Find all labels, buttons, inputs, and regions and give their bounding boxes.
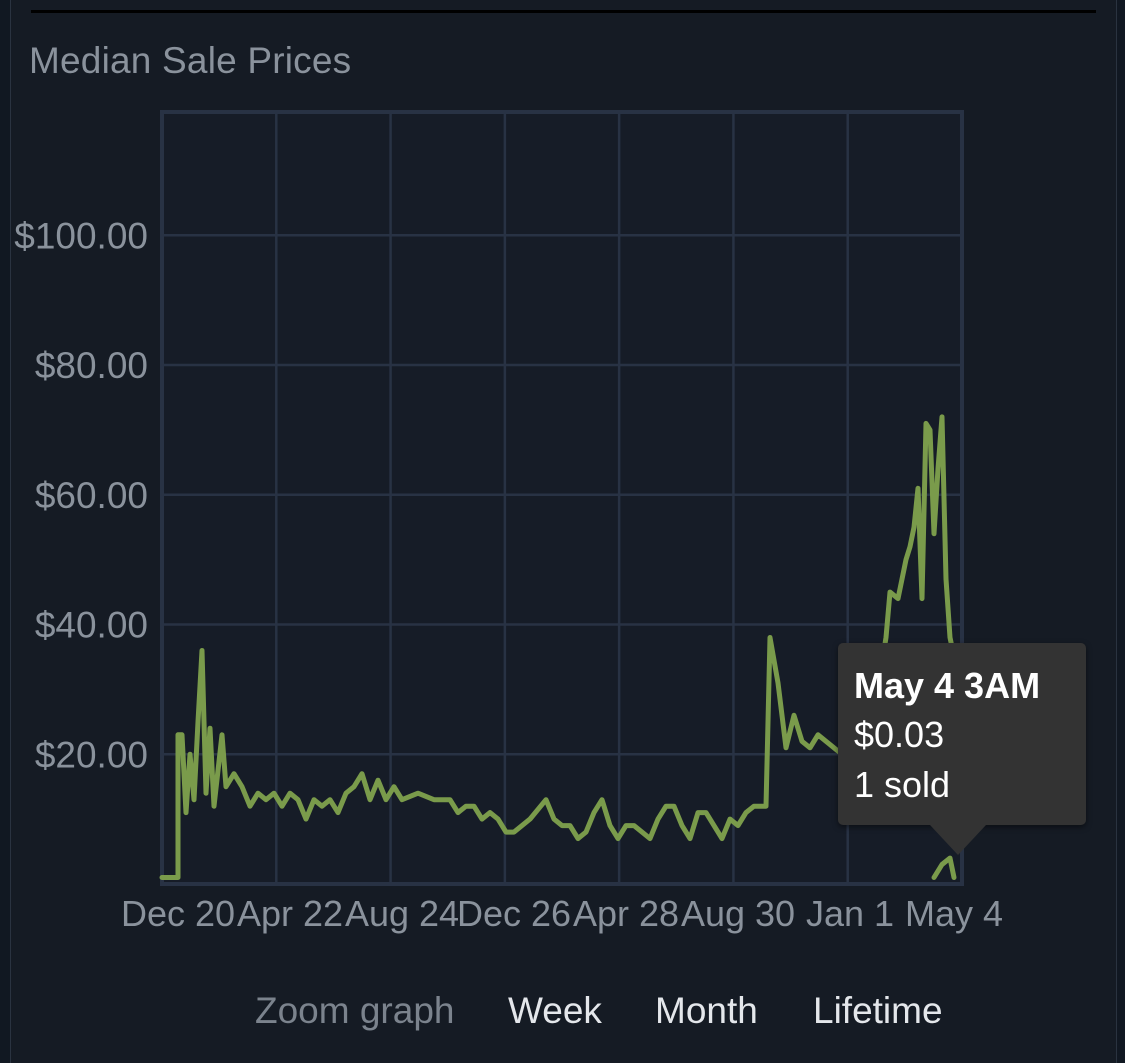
tooltip-date: May 4 3AM [854, 665, 1041, 706]
y-tick-label: $60.00 [35, 475, 148, 516]
y-tick-label: $40.00 [35, 605, 148, 646]
tooltip-sold: 1 sold [854, 764, 951, 805]
x-tick-label: Aug 30 [681, 893, 795, 934]
x-tick-label: Dec 20 [121, 893, 235, 934]
top-divider [31, 10, 1096, 13]
zoom-lifetime-button[interactable]: Lifetime [813, 990, 943, 1031]
zoom-week-button[interactable]: Week [508, 990, 602, 1031]
x-tick-label: Apr 28 [573, 893, 679, 934]
x-tick-label: Dec 26 [457, 893, 571, 934]
price-series-line [931, 855, 957, 880]
x-tick-label: Jan 1 [806, 893, 894, 934]
tooltip-pointer [930, 825, 986, 855]
zoom-graph-label: Zoom graph [255, 990, 455, 1031]
zoom-month-button[interactable]: Month [655, 990, 758, 1031]
y-tick-label: $80.00 [35, 345, 148, 386]
price-tooltip: May 4 3AM $0.03 1 sold [838, 643, 1086, 855]
y-tick-label: $20.00 [35, 734, 148, 775]
x-tick-label: May 4 [905, 893, 1003, 934]
chart-title: Median Sale Prices [29, 40, 352, 81]
x-tick-label: Aug 24 [345, 893, 459, 934]
x-tick-label: Apr 22 [237, 893, 343, 934]
tooltip-price: $0.03 [854, 714, 945, 755]
y-tick-label: $100.00 [14, 215, 148, 256]
